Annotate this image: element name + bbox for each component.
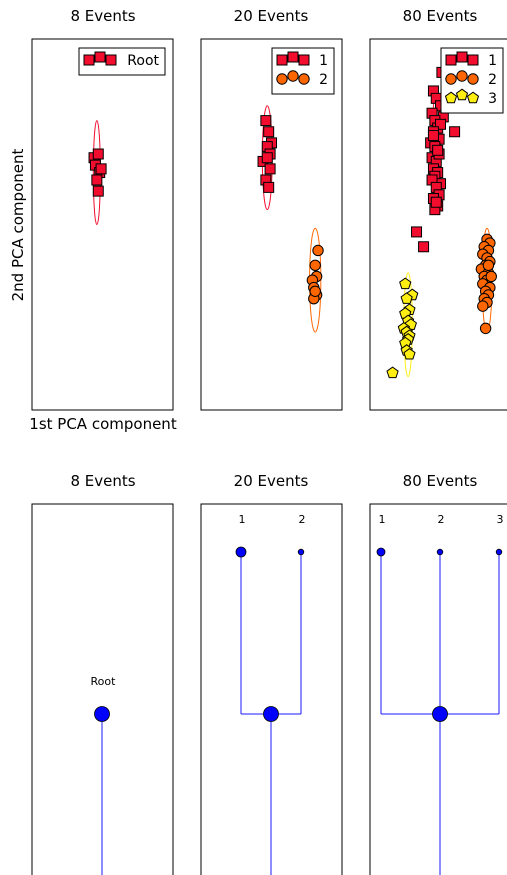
series-1-point (264, 163, 276, 175)
y-axis-label: 2nd PCA component (9, 149, 27, 302)
tree-node-1 (235, 546, 247, 558)
series-1-point (435, 118, 446, 130)
series-Root-point (92, 148, 104, 160)
tree-node-label: 3 (497, 513, 504, 526)
series-1-point (430, 196, 442, 208)
legend-marker (456, 51, 468, 63)
tree-node-2 (297, 548, 305, 556)
panel-title: 80 Events (403, 472, 478, 490)
scatter-marks (88, 120, 107, 225)
tree-node-label: 2 (438, 513, 445, 526)
series-Root-point (95, 163, 107, 175)
series-1-point (418, 241, 430, 253)
legend-marker (276, 54, 288, 66)
series-1-point (263, 181, 275, 193)
legend-entry-label: Root (127, 53, 159, 69)
legend-marker (298, 54, 310, 66)
tree-node-root (263, 706, 279, 722)
tree-marks: Root (91, 675, 117, 875)
legend: 12 (271, 47, 335, 95)
series-1-point (432, 144, 444, 156)
series-3-point (403, 347, 416, 360)
tree-panel-80-events: 80 Events 1 2 3 (369, 472, 507, 875)
legend-marker (467, 54, 479, 66)
series-2-point (312, 244, 324, 257)
scatter-panel-8-events: 8 Events Root (31, 7, 174, 411)
legend-entry-label: 2 (319, 72, 328, 88)
tree-marks: 1 2 3 (376, 513, 504, 875)
tree-node-1 (376, 547, 386, 557)
legend-marker (105, 54, 117, 66)
panel-title: 8 Events (70, 7, 135, 25)
series-1-point (260, 115, 272, 127)
series-2-point (309, 259, 321, 272)
legend-entry-label: 1 (488, 53, 497, 69)
legend-marker (445, 73, 457, 85)
legend-marker (455, 88, 469, 101)
legend-marker (444, 91, 458, 104)
legend-entry-label: 3 (488, 91, 497, 107)
tree-node-root (94, 706, 110, 722)
legend-marker (456, 70, 468, 82)
legend-marker (287, 51, 299, 63)
legend-marker (298, 73, 310, 85)
tree-node-label: 1 (239, 513, 246, 526)
scatter-panel-80-events: 80 Events 1 2 3 (369, 7, 507, 411)
series-3-point (386, 366, 399, 379)
plot-frame (31, 38, 174, 411)
legend: Root (78, 47, 166, 76)
legend-marker (287, 70, 299, 82)
legend-marker (276, 73, 288, 85)
panel-title: 8 Events (70, 472, 135, 490)
x-axis-label: 1st PCA component (29, 415, 177, 433)
plot-frame (369, 503, 507, 875)
series-2-point (477, 300, 489, 312)
series-1-point (449, 126, 461, 138)
legend-entry-label: 2 (488, 72, 497, 88)
series-2-point (485, 270, 497, 283)
series-1-point (261, 152, 273, 164)
scatter-panel-20-events: 20 Events 12 (200, 7, 343, 411)
series-1-point (411, 226, 423, 238)
legend-entry-label: 1 (319, 53, 328, 69)
series-3-point (399, 277, 412, 290)
series-3-point (400, 292, 413, 304)
series-1-point (263, 126, 275, 138)
plot-frame (200, 38, 343, 411)
series-Root-point (91, 174, 103, 186)
panel-title: 20 Events (234, 472, 309, 490)
legend-marker (466, 91, 480, 104)
plot-frame (200, 503, 343, 875)
legend: 1 2 3 (440, 47, 504, 114)
tree-panel-8-events: 8 Events Root (31, 472, 174, 875)
plot-frame (31, 503, 174, 875)
series-2-point (309, 285, 321, 297)
legend-marker (467, 73, 479, 85)
scatter-marks (386, 66, 497, 379)
tree-node-2 (436, 548, 444, 556)
series-Root-point (92, 185, 104, 197)
plot-frame (369, 38, 507, 411)
series-2-point (482, 259, 495, 272)
tree-node-label: Root (91, 675, 117, 688)
series-2-point (479, 322, 492, 335)
legend-marker (94, 51, 106, 63)
panel-title: 80 Events (403, 7, 478, 25)
scatter-marks (257, 105, 324, 333)
tree-node-label: 2 (299, 513, 306, 526)
legend-marker (83, 54, 95, 66)
series-1-point (427, 129, 439, 141)
tree-node-root (432, 706, 448, 722)
legend-marker (445, 54, 457, 66)
tree-node-label: 1 (379, 513, 386, 526)
tree-node-3 (495, 548, 503, 556)
panel-title: 20 Events (234, 7, 309, 25)
